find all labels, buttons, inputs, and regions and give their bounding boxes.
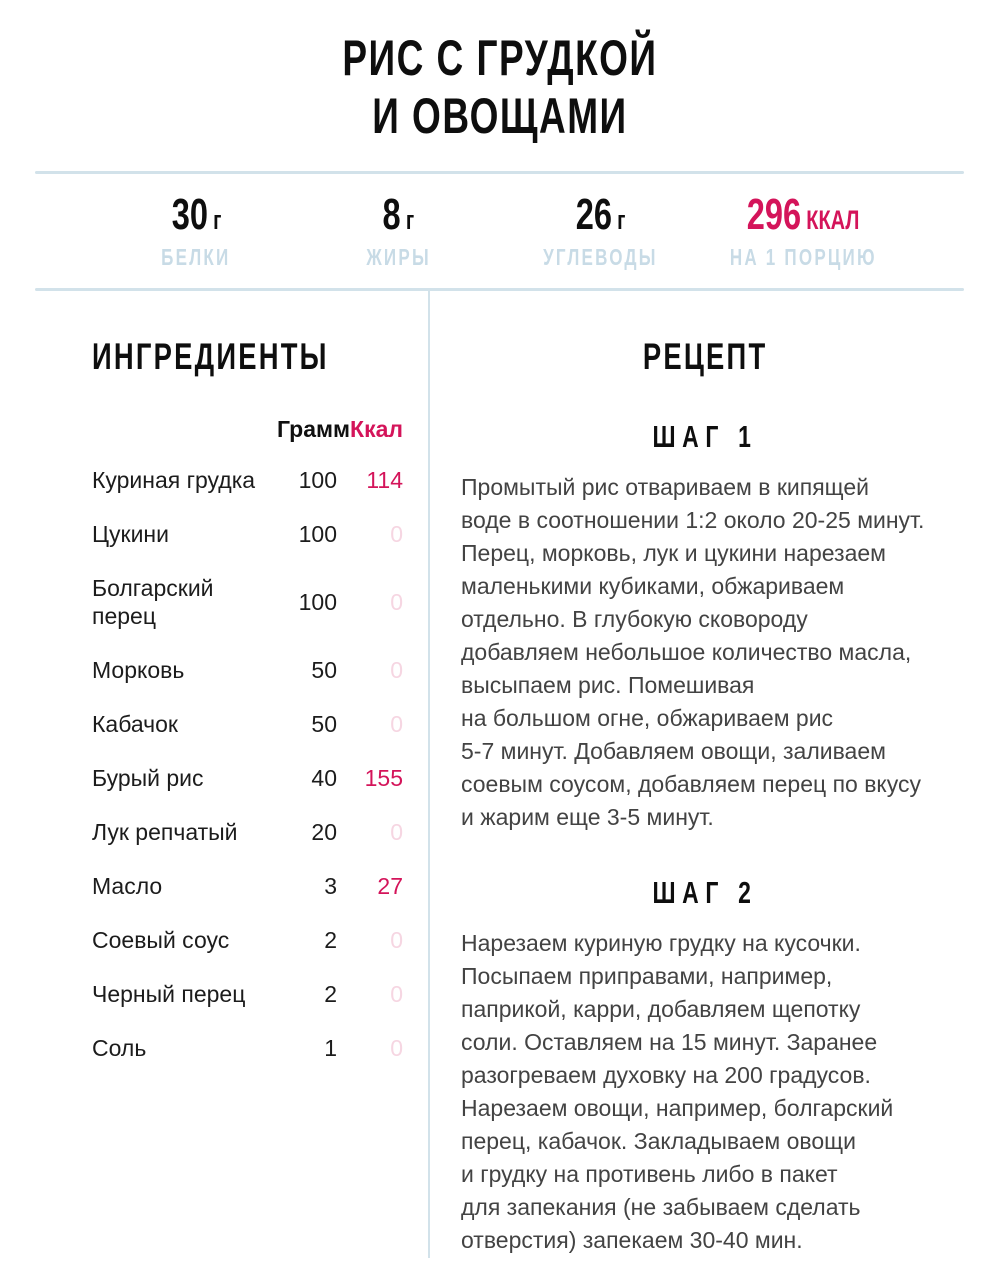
nutrition-label: ЖИРЫ	[366, 244, 431, 270]
ingredient-name: Черный перец	[92, 981, 246, 1008]
table-row: Соевый соус 2 0	[92, 913, 403, 967]
nutrition-item-calories: 296 ККАЛ НА 1 ПОРЦИЮ	[702, 193, 904, 269]
nutrition-label: НА 1 ПОРЦИЮ	[729, 244, 877, 270]
ingredient-grams: 40	[311, 764, 337, 791]
ingredients-header-row: Грамм Ккал	[92, 416, 403, 453]
ingredient-grams: 100	[298, 588, 337, 615]
nutrition-item-proteins: 30 г БЕЛКИ	[95, 193, 297, 269]
table-row: Куриная грудка 100 114	[92, 453, 403, 507]
ingredient-name: Куриная грудка	[92, 466, 256, 493]
ingredient-name: Лук репчатый	[92, 819, 238, 846]
ingredient-kcal: 0	[390, 520, 403, 547]
ingredient-kcal: 0	[390, 981, 403, 1008]
nutrition-item-carbs: 26 г УГЛЕВОДЫ	[500, 193, 702, 269]
recipe-header: РИС С ГРУДКОЙ И ОВОЩАМИ	[0, 0, 999, 145]
nutrition-value: 296 ККАЛ	[746, 190, 860, 239]
ingredient-grams: 20	[311, 819, 337, 846]
recipe-section: РЕЦЕПТ ШАГ 1 Промытый рис отвариваем в ки…	[430, 291, 999, 1258]
divider-middle	[35, 288, 964, 291]
ingredient-name: Болгарский перец	[92, 574, 214, 629]
ingredient-kcal: 0	[390, 927, 403, 954]
nutrition-unit: г	[405, 205, 415, 235]
divider-top	[35, 171, 964, 174]
ingredient-kcal: 0	[390, 656, 403, 683]
ingredients-body: Куриная грудка 100 114 Цукини 100 0 Болгарский…	[92, 453, 403, 1076]
ingredient-kcal: 114	[366, 466, 403, 493]
ingredient-kcal: 0	[390, 1035, 403, 1062]
table-row: Соль 1 0	[92, 1021, 403, 1075]
ingredient-grams: 1	[324, 1035, 337, 1062]
table-row: Цукини 100 0	[92, 507, 403, 561]
ingredients-heading: ИНГРЕДИЕНТЫ	[92, 336, 329, 377]
step-title: ШАГ 1	[652, 418, 758, 454]
nutrition-label: БЕЛКИ	[161, 244, 231, 270]
nutrition-unit: г	[617, 205, 626, 235]
recipe-steps: ШАГ 1 Промытый рис отвариваем в кипящей в…	[461, 419, 949, 1257]
ingredient-kcal: 0	[390, 819, 403, 846]
recipe-heading: РЕЦЕПТ	[642, 336, 768, 377]
ingredient-grams: 100	[298, 520, 337, 547]
step-text: Нарезаем куриную грудку на кусочки. Посы…	[461, 929, 894, 1253]
table-row: Морковь 50 0	[92, 643, 403, 697]
nutrition-unit: ККАЛ	[806, 205, 860, 235]
table-row: Болгарский перец 100 0	[92, 561, 403, 643]
column-header-name	[92, 416, 277, 453]
table-row: Лук репчатый 20 0	[92, 805, 403, 859]
table-row: Черный перец 2 0	[92, 967, 403, 1021]
column-header-kcal: Ккал	[350, 415, 403, 442]
table-row: Бурый рис 40 155	[92, 751, 403, 805]
ingredient-name: Масло	[92, 873, 163, 900]
content-columns: ИНГРЕДИЕНТЫ Грамм Ккал Куриная грудка 100…	[0, 291, 999, 1258]
ingredient-grams: 50	[311, 710, 337, 737]
ingredient-name: Бурый рис	[92, 764, 204, 791]
ingredient-grams: 100	[298, 466, 337, 493]
page-title: РИС С ГРУДКОЙ И ОВОЩАМИ	[341, 30, 658, 144]
ingredient-grams: 50	[311, 656, 337, 683]
ingredient-name: Соль	[92, 1035, 147, 1062]
nutrition-value: 26 г	[575, 190, 626, 239]
ingredient-grams: 2	[324, 927, 337, 954]
step-text: Промытый рис отвариваем в кипящей воде в…	[461, 473, 925, 830]
ingredients-section: ИНГРЕДИЕНТЫ Грамм Ккал Куриная грудка 100…	[0, 291, 428, 1258]
ingredient-grams: 3	[324, 873, 337, 900]
ingredient-kcal: 0	[390, 710, 403, 737]
ingredient-name: Цукини	[92, 520, 169, 547]
table-row: Кабачок 50 0	[92, 697, 403, 751]
ingredient-name: Соевый соус	[92, 927, 230, 954]
nutrition-value: 30 г	[171, 190, 221, 239]
column-header-grams: Грамм	[277, 415, 351, 442]
ingredients-table: Грамм Ккал Куриная грудка 100 114 Цукини 100…	[92, 416, 403, 1076]
ingredient-kcal: 27	[377, 873, 403, 900]
ingredient-kcal: 155	[364, 764, 403, 791]
ingredient-name: Морковь	[92, 656, 185, 683]
step-title: ШАГ 2	[652, 874, 758, 910]
column-divider	[428, 291, 430, 1258]
table-row: Масло 3 27	[92, 859, 403, 913]
ingredient-kcal: 0	[390, 588, 403, 615]
ingredient-grams: 2	[324, 981, 337, 1008]
nutrition-label: УГЛЕВОДЫ	[543, 244, 658, 270]
ingredient-name: Кабачок	[92, 710, 178, 737]
nutrition-unit: г	[212, 205, 221, 235]
